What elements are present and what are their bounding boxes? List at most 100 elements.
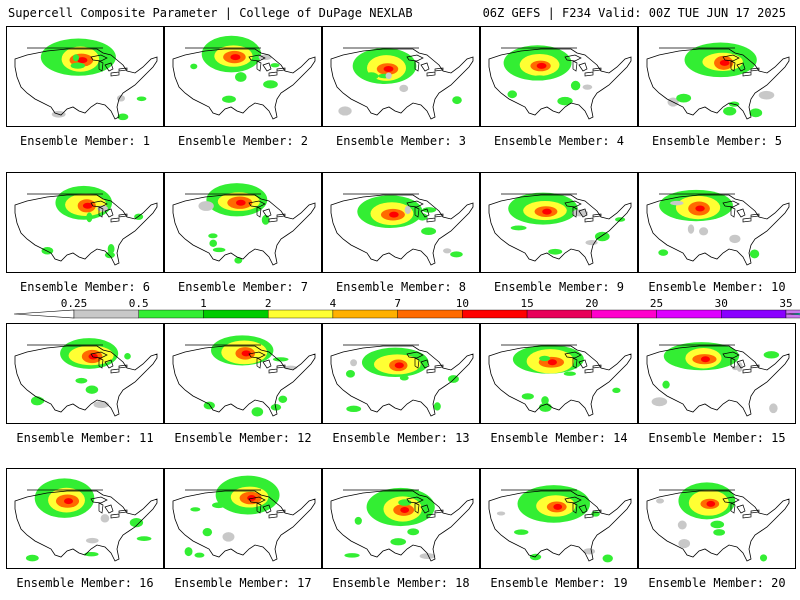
- great-lake-outline: [750, 509, 760, 514]
- scp-contour-region: [542, 208, 552, 215]
- scp-contour-region: [700, 356, 710, 363]
- scp-contour-region: [354, 516, 362, 525]
- colorbar-tick-label: 0.25: [61, 297, 88, 310]
- member-map-panel: [6, 323, 164, 424]
- member-map-panel: [638, 468, 796, 569]
- coastline: [14, 194, 158, 266]
- great-lake-outline: [420, 62, 430, 72]
- scp-contour-region: [241, 350, 251, 357]
- great-lake-outline: [742, 368, 752, 374]
- great-lake-outline: [118, 364, 128, 369]
- scp-contour-region: [553, 503, 563, 510]
- scp-contour-region: [190, 63, 198, 70]
- great-lake-outline: [564, 351, 582, 359]
- scp-contour-region: [198, 201, 214, 211]
- great-lake-outline: [730, 357, 736, 369]
- great-lake-outline: [730, 60, 736, 72]
- member-map-panel: [480, 468, 638, 569]
- coastline: [330, 345, 474, 417]
- member-caption: Ensemble Member: 14: [490, 431, 628, 445]
- great-lake-outline: [262, 62, 272, 72]
- member-caption: Ensemble Member: 6: [19, 280, 151, 294]
- scp-contour-region: [695, 205, 705, 212]
- scp-contour-region: [763, 351, 780, 359]
- scp-contour-region: [82, 202, 93, 209]
- great-lake-outline: [248, 54, 266, 62]
- great-lake-outline: [578, 208, 588, 218]
- scp-contour-region: [84, 551, 99, 557]
- great-lake-outline: [584, 513, 594, 519]
- colorbar-legend: 0.25 0.5 1 2 4 7 10 15 20 25 30 35: [0, 296, 800, 324]
- scp-contour-region: [433, 402, 441, 411]
- scp-contour-region: [400, 506, 410, 513]
- member-caption: Ensemble Member: 19: [490, 576, 628, 590]
- coastline: [172, 345, 316, 417]
- scp-contour-region: [710, 520, 725, 529]
- member-map-panel: [638, 323, 796, 424]
- great-lake-outline: [104, 208, 114, 218]
- member-caption: Ensemble Member: 5: [651, 134, 783, 148]
- great-lake-outline: [592, 213, 602, 218]
- great-lake-outline: [406, 351, 424, 359]
- great-lake-outline: [104, 504, 114, 514]
- scp-contour-region: [234, 257, 243, 264]
- scp-contour-region: [563, 97, 570, 103]
- great-lake-outline: [420, 359, 430, 369]
- scp-contour-region: [452, 96, 462, 105]
- great-lake-outline: [98, 60, 104, 72]
- great-lake-outline: [722, 351, 740, 359]
- great-lake-outline: [414, 357, 420, 369]
- member-map-panel: [6, 468, 164, 569]
- scp-contour-region: [443, 248, 452, 254]
- great-lake-outline: [268, 71, 278, 77]
- great-lake-outline: [90, 351, 108, 359]
- member-map-panel: [6, 172, 164, 273]
- scp-contour-region: [699, 227, 709, 236]
- great-lake-outline: [426, 217, 436, 223]
- member-caption: Ensemble Member: 10: [648, 280, 786, 294]
- scp-contour-region: [407, 528, 420, 536]
- scp-contour-region: [136, 536, 152, 542]
- scp-contour-region: [383, 66, 394, 73]
- great-lake-outline: [434, 509, 444, 514]
- member-caption: Ensemble Member: 1: [19, 134, 151, 148]
- member-map-panel: [6, 26, 164, 127]
- scp-contour-region: [507, 90, 517, 99]
- colorbar-max-arrow: [785, 312, 800, 316]
- member-caption: Ensemble Member: 20: [648, 576, 786, 590]
- great-lake-outline: [110, 217, 120, 223]
- colorbar-segment: [138, 309, 204, 319]
- great-lake-outline: [90, 200, 108, 208]
- colorbar-tick-label: 1: [200, 297, 207, 310]
- scp-contour-region: [390, 538, 407, 546]
- great-lake-outline: [276, 213, 286, 218]
- scp-contour-region: [190, 507, 201, 512]
- great-lake-outline: [256, 357, 262, 369]
- member-caption: Ensemble Member: 7: [177, 280, 309, 294]
- great-lake-outline: [256, 60, 262, 72]
- scp-contour-region: [184, 547, 193, 557]
- scp-contour-region: [344, 553, 360, 558]
- great-lake-outline: [742, 217, 752, 223]
- scp-contour-region: [222, 95, 236, 103]
- scp-contour-region: [350, 359, 358, 367]
- member-caption: Ensemble Member: 18: [332, 576, 470, 590]
- colorbar-tick-label: 35: [779, 297, 792, 310]
- scp-contour-region: [651, 397, 668, 407]
- colorbar-segment: [203, 309, 269, 319]
- great-lake-outline: [564, 496, 582, 504]
- scp-map: [646, 42, 790, 120]
- scp-contour-region: [222, 532, 235, 542]
- scp-contour-region: [706, 500, 716, 507]
- member-map-panel: [480, 323, 638, 424]
- great-lake-outline: [98, 502, 104, 514]
- scp-contour-region: [236, 199, 246, 206]
- great-lake-outline: [434, 67, 444, 72]
- scp-contour-region: [230, 54, 241, 61]
- coastline: [330, 194, 474, 266]
- scp-contour-region: [677, 520, 687, 530]
- scp-contour-region: [536, 62, 547, 69]
- great-lake-outline: [262, 504, 272, 514]
- scp-contour-region: [687, 224, 695, 234]
- coastline: [646, 345, 790, 417]
